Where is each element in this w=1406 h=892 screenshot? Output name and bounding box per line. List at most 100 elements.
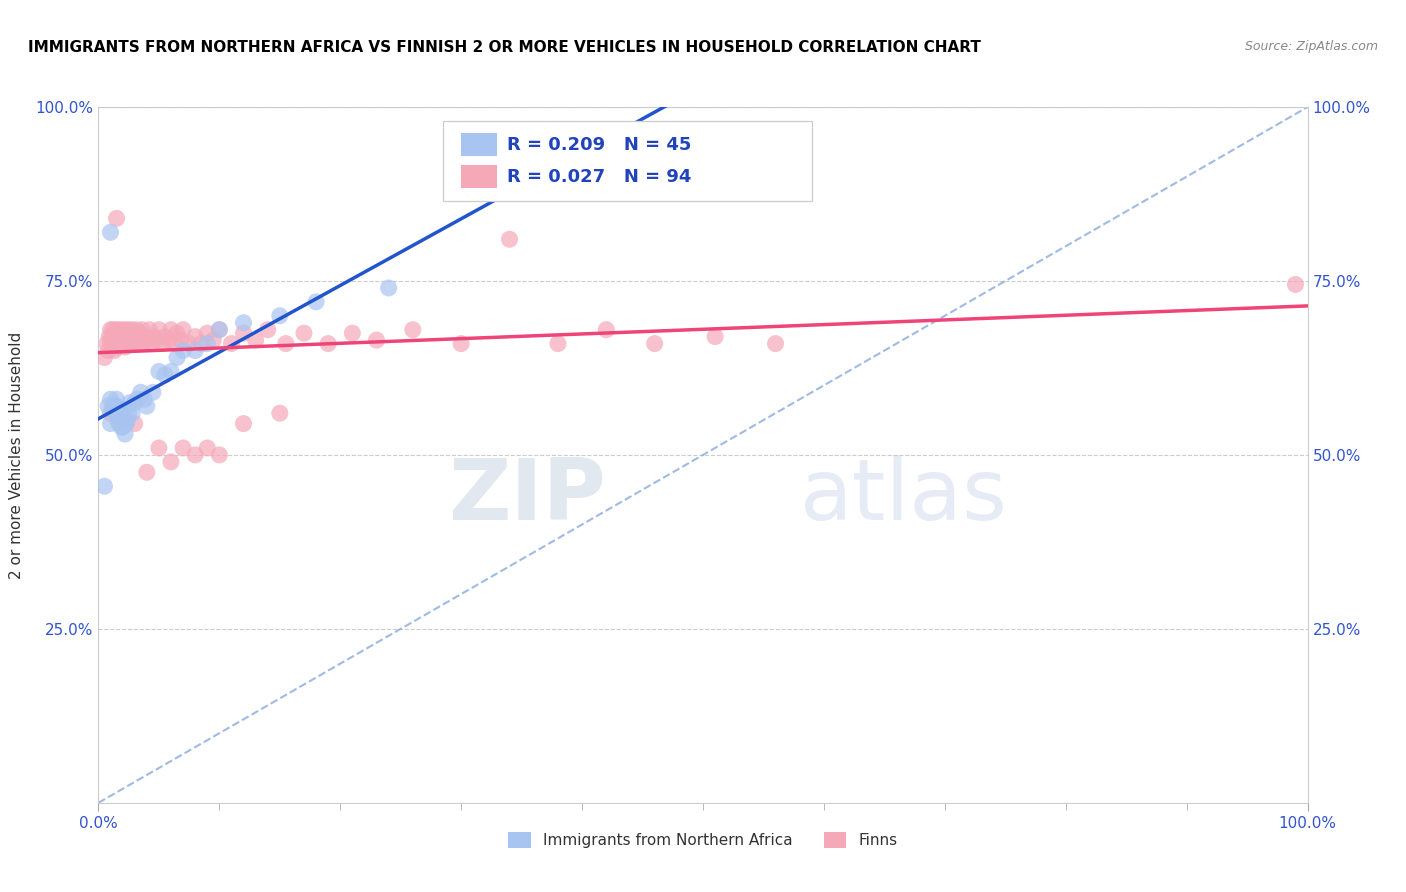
Point: [644, 336, 666, 351]
Point: [169, 333, 191, 347]
Point: [111, 413, 134, 427]
Point: [172, 343, 194, 358]
Bar: [461, 134, 498, 156]
Point: [153, 329, 176, 343]
Point: [107, 340, 129, 354]
Point: [704, 329, 727, 343]
Text: ZIP: ZIP: [449, 455, 606, 538]
Point: [256, 323, 278, 337]
Point: [157, 333, 180, 347]
Point: [172, 323, 194, 337]
Point: [148, 323, 170, 337]
Point: [112, 323, 135, 337]
Point: [111, 420, 134, 434]
Point: [148, 441, 170, 455]
Point: [184, 343, 207, 358]
Bar: [461, 166, 498, 187]
Point: [117, 323, 139, 337]
Point: [100, 336, 122, 351]
FancyBboxPatch shape: [443, 121, 811, 201]
Point: [450, 336, 472, 351]
Point: [105, 323, 128, 337]
Point: [114, 329, 136, 343]
Point: [163, 336, 186, 351]
Point: [105, 211, 128, 226]
Point: [129, 385, 152, 400]
Point: [232, 316, 254, 330]
Point: [148, 364, 170, 378]
Point: [112, 333, 135, 347]
Point: [117, 413, 139, 427]
Point: [115, 417, 138, 431]
Point: [172, 441, 194, 455]
Point: [166, 351, 188, 365]
Point: [292, 326, 315, 340]
Point: [118, 336, 141, 351]
Point: [269, 406, 291, 420]
Point: [184, 329, 207, 343]
Point: [100, 392, 122, 407]
Point: [114, 340, 136, 354]
Point: [195, 441, 218, 455]
Point: [110, 333, 132, 347]
Point: [114, 427, 136, 442]
Point: [107, 326, 129, 340]
Point: [202, 333, 225, 347]
Point: [274, 336, 297, 351]
Point: [160, 323, 183, 337]
Point: [107, 413, 129, 427]
Text: atlas: atlas: [800, 455, 1008, 538]
Point: [97, 399, 120, 413]
Point: [124, 396, 146, 410]
Point: [108, 417, 131, 431]
Point: [129, 333, 152, 347]
Point: [104, 333, 127, 347]
Point: [245, 333, 267, 347]
Point: [141, 336, 163, 351]
Point: [111, 336, 134, 351]
Point: [195, 326, 218, 340]
Point: [195, 336, 218, 351]
Point: [100, 417, 122, 431]
Point: [342, 326, 364, 340]
Point: [111, 413, 134, 427]
Point: [498, 232, 520, 246]
Point: [128, 326, 150, 340]
Point: [108, 406, 131, 420]
Point: [208, 323, 231, 337]
Point: [269, 309, 291, 323]
Point: [100, 406, 122, 420]
Point: [127, 336, 149, 351]
Point: [105, 399, 128, 413]
Point: [402, 323, 425, 337]
Point: [152, 336, 174, 351]
Point: [108, 336, 131, 351]
Point: [105, 392, 128, 407]
Point: [316, 336, 339, 351]
Point: [101, 402, 124, 417]
Point: [232, 417, 254, 431]
Point: [111, 326, 134, 340]
Point: [142, 385, 165, 400]
Point: [1284, 277, 1306, 292]
Point: [118, 396, 141, 410]
Point: [121, 336, 143, 351]
Point: [153, 368, 176, 382]
Point: [184, 448, 207, 462]
Point: [134, 392, 156, 407]
Point: [96, 336, 118, 351]
Point: [190, 336, 212, 351]
Point: [135, 466, 157, 480]
Point: [305, 294, 328, 309]
Point: [93, 479, 115, 493]
Point: [179, 336, 201, 351]
Point: [93, 351, 115, 365]
Point: [97, 343, 120, 358]
Point: [765, 336, 787, 351]
Point: [135, 333, 157, 347]
Point: [114, 417, 136, 431]
Point: [208, 323, 231, 337]
Point: [101, 399, 124, 413]
Point: [122, 329, 145, 343]
Point: [134, 329, 156, 343]
